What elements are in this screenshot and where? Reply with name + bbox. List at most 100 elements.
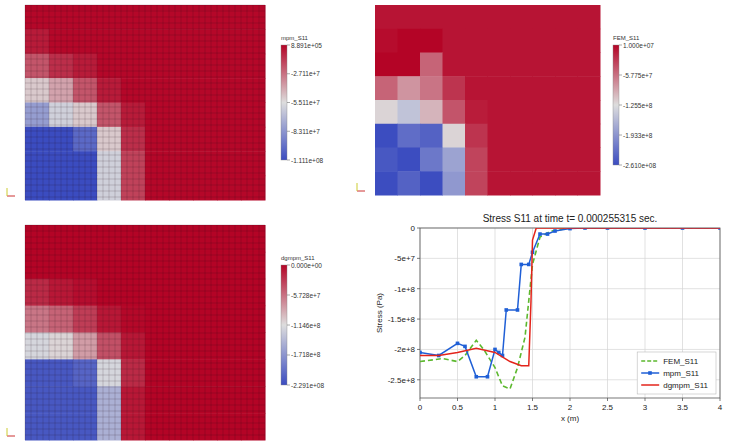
mesh-line: [169, 225, 170, 440]
heat-cell: [398, 124, 421, 148]
x-tick-label: 1.5: [527, 403, 539, 412]
legend-marker: [648, 371, 652, 375]
mesh-line: [193, 5, 194, 200]
colorbar-tick-label: 8.891e+05: [291, 42, 322, 49]
legend-swatch: [641, 360, 659, 362]
heatmap-panel: FEM_S111.000e+07-5.775e+7-1.255e+8-1.933…: [357, 5, 656, 196]
colorbar: [613, 45, 619, 165]
heat-cell: [488, 53, 511, 77]
mesh-line: [145, 5, 146, 200]
mesh-line: [91, 5, 92, 200]
heat-cell: [398, 100, 421, 124]
mesh-line: [109, 225, 110, 440]
mesh-line: [25, 309, 265, 310]
mesh-line: [127, 225, 128, 440]
y-tick-label: -1e+8: [394, 285, 415, 294]
mesh-line: [37, 225, 38, 440]
colorbar-tick-label: -1.146e+8: [291, 322, 321, 329]
heat-cell: [488, 100, 511, 124]
plot-area: [420, 228, 720, 398]
mesh-line: [181, 5, 182, 200]
colorbar-tick-label: -2.291e+08: [291, 382, 324, 389]
y-tick: [417, 288, 420, 289]
axis-triad: [7, 436, 15, 437]
heat-cell: [510, 124, 533, 148]
mesh-line: [25, 59, 265, 60]
series-marker: [538, 232, 542, 236]
heatmap-panel: mpm_S118.891e+05-2.711e+7-5.511e+7-8.311…: [7, 5, 323, 201]
heat-cell: [465, 76, 488, 100]
heat-cell: [510, 53, 533, 77]
x-tick-label: 0.5: [452, 403, 464, 412]
colorbar-tick-label: 1.000e+07: [623, 42, 654, 49]
mesh-line: [151, 5, 152, 200]
mesh-line: [67, 5, 68, 200]
mesh-line: [91, 225, 92, 440]
heat-cell: [578, 53, 601, 77]
mesh-line: [25, 71, 265, 72]
mesh-line: [25, 5, 265, 6]
heat-cell: [533, 29, 556, 53]
marks: [420, 228, 720, 389]
x-tick: [457, 398, 458, 401]
mesh-line: [25, 243, 265, 244]
mesh-line: [25, 291, 265, 292]
mesh-line: [247, 225, 248, 440]
heat-cell: [533, 171, 556, 195]
mesh-line: [55, 225, 56, 440]
mesh-line: [43, 225, 44, 440]
heat-cell: [465, 171, 488, 195]
series-marker: [546, 232, 550, 236]
mesh-line: [25, 149, 265, 150]
series-marker: [456, 342, 460, 346]
mesh-line: [25, 369, 265, 370]
heat-cell: [533, 148, 556, 172]
heat-cell: [555, 76, 578, 100]
mesh-line: [67, 225, 68, 440]
heat-cell: [375, 29, 398, 53]
mesh-line: [31, 225, 32, 440]
colorbar: [281, 45, 287, 160]
series-marker: [493, 348, 497, 352]
mesh-line: [217, 225, 218, 440]
mesh-line: [25, 185, 265, 186]
heat-cell: [443, 171, 466, 195]
colorbar-tick: [287, 354, 290, 355]
colorbar-tick: [287, 102, 290, 103]
mesh-line: [25, 225, 26, 440]
colorbar-tick: [287, 160, 290, 161]
colorbar-title: dgmpm_S11: [281, 255, 315, 261]
y-axis-title: Stress (Pa): [375, 293, 384, 333]
mesh-line: [229, 5, 230, 200]
mesh-line: [25, 17, 265, 18]
colorbar-tick-label: -1.111e+08: [291, 157, 323, 164]
mesh-line: [25, 179, 265, 180]
mesh-line: [103, 5, 104, 200]
mesh-line: [115, 5, 116, 200]
mesh-line: [193, 225, 194, 440]
heat-cell: [420, 100, 443, 124]
x-tick: [420, 398, 421, 401]
series-line: [420, 228, 720, 389]
mesh-line: [151, 225, 152, 440]
heat-cell: [420, 76, 443, 100]
heat-cell: [443, 148, 466, 172]
mesh-line: [139, 225, 140, 440]
mesh-line: [175, 225, 176, 440]
mesh-line: [73, 225, 74, 440]
heat-cell: [555, 29, 578, 53]
mesh-line: [25, 333, 265, 334]
mesh-line: [25, 321, 265, 322]
mesh-line: [97, 5, 98, 200]
mesh-line: [187, 5, 188, 200]
y-tick: [417, 349, 420, 350]
mesh-line: [25, 125, 265, 126]
heat-cell: [578, 148, 601, 172]
mesh-line: [211, 225, 212, 440]
mesh-line: [79, 5, 80, 200]
heat-cell: [488, 76, 511, 100]
mesh-line: [25, 393, 265, 394]
legend-label: dgmpm_S11: [663, 381, 708, 390]
mesh-line: [49, 225, 50, 440]
mesh-line: [241, 5, 242, 200]
